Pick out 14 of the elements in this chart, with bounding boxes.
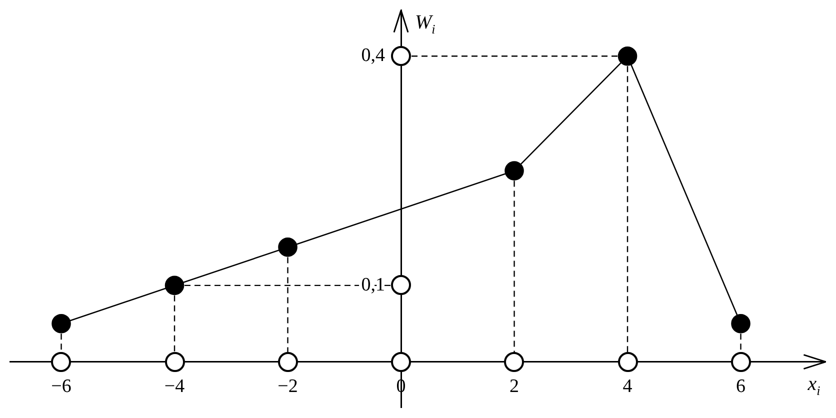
y-tick-label: 0,4	[361, 45, 386, 66]
x-tick-label: −6	[51, 376, 72, 398]
point	[731, 314, 750, 334]
x-tick-label: 2	[510, 376, 520, 398]
point	[164, 276, 184, 296]
x-tick-label: 6	[736, 376, 746, 398]
x-tick-label: −2	[278, 376, 298, 398]
point	[618, 46, 638, 66]
y-tick-label: 0,1	[361, 274, 386, 296]
x-tick-label: −4	[164, 376, 186, 398]
x-tick-label: 4	[622, 376, 633, 398]
point	[52, 314, 71, 334]
point	[278, 238, 298, 257]
point	[504, 161, 524, 180]
